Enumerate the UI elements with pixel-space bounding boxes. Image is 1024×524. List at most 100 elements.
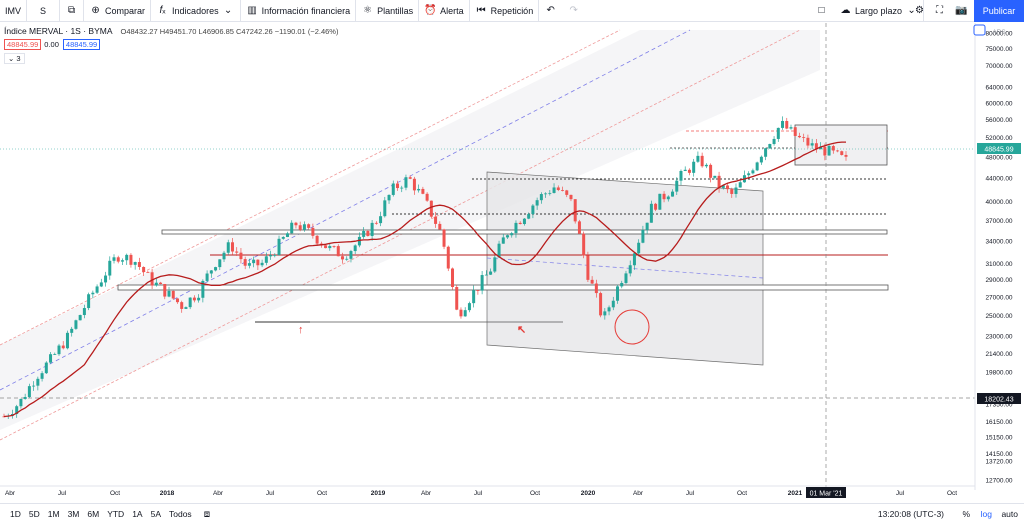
candle-down	[239, 252, 243, 260]
candle-up	[218, 259, 222, 268]
auto-toggle[interactable]: auto	[1001, 509, 1018, 519]
compare-button[interactable]: ⊕ Comparar	[84, 0, 152, 22]
timeframe-button[interactable]: 5D	[28, 509, 40, 519]
candle-up	[637, 242, 641, 254]
price-tick-label: 64000.00	[985, 85, 1012, 92]
candle-down	[785, 120, 789, 129]
timeframe-button[interactable]: 5A	[150, 509, 161, 519]
symbol-label: IMV	[5, 5, 22, 16]
candle-down	[395, 183, 399, 189]
candle-up	[125, 254, 129, 261]
candle-up	[19, 398, 23, 407]
candle-up	[391, 183, 395, 195]
timeframe-button[interactable]: 6M	[87, 509, 100, 519]
candle-down	[709, 164, 713, 178]
candle-down	[2, 416, 6, 418]
candle-up	[379, 216, 383, 224]
candle-down	[700, 155, 704, 167]
timeframe-list: 1D 5D 1M 3M 6M YTD 1A 5A Todos	[0, 509, 196, 519]
alert-button[interactable]: ⏰ Alerta	[419, 0, 470, 22]
add-marker-button[interactable]	[973, 24, 986, 36]
layout-square-button[interactable]: □	[810, 0, 833, 22]
candle-down	[421, 188, 425, 194]
candle-up	[65, 332, 69, 349]
candle-up	[759, 156, 763, 163]
timeframe-button[interactable]: 3M	[67, 509, 80, 519]
candle-up	[133, 262, 137, 265]
candle-up	[484, 274, 488, 276]
candle-up	[552, 187, 556, 193]
settings-button[interactable]: ⚙	[908, 0, 931, 22]
candle-up	[493, 257, 497, 272]
candle-down	[434, 216, 438, 224]
candle-up	[78, 315, 82, 321]
fullscreen-button[interactable]: ⛶	[928, 0, 951, 22]
compare-label: Comparar	[105, 5, 146, 16]
timeframe-button[interactable]: YTD	[107, 509, 125, 519]
price-tick-label: 14150.00	[985, 451, 1012, 458]
candle-down	[823, 146, 827, 156]
candle-up	[49, 354, 53, 363]
candle-up	[607, 307, 611, 312]
templates-button[interactable]: ⚛ Plantillas	[356, 0, 420, 22]
price-tick-label: 44000.00	[985, 176, 1012, 183]
currency-label: ARS	[992, 29, 1006, 36]
cloud-icon: ☁	[840, 5, 851, 16]
channel-line-mid	[0, 29, 691, 391]
calendar-icon[interactable]: ⧈	[203, 508, 211, 520]
candle-down	[116, 257, 120, 262]
candle-up	[87, 294, 91, 309]
ask-box[interactable]: 48845.99	[62, 39, 101, 50]
publish-button[interactable]: Publicar	[974, 0, 1024, 22]
candle-up	[522, 218, 526, 225]
chart-type-button[interactable]: ⧉	[60, 0, 85, 22]
time-tick-label: Jul	[474, 490, 483, 497]
candle-down	[336, 246, 340, 257]
undo-button[interactable]: ↶	[539, 0, 562, 22]
candle-down	[569, 194, 573, 200]
candle-up	[260, 262, 264, 266]
redo-icon: ↷	[569, 5, 578, 16]
study-toggle[interactable]: ⌄ 3	[4, 53, 25, 64]
price-tick-label: 37000.00	[985, 218, 1012, 225]
timeframe-button[interactable]: 1D	[10, 509, 21, 519]
chevron-down-icon: ⌄	[223, 5, 233, 16]
bid-box[interactable]: 48845.99	[4, 39, 42, 50]
candle-up	[624, 273, 628, 283]
candle-down	[561, 189, 565, 191]
candle-down	[582, 233, 586, 256]
indicators-label: Indicadores	[172, 5, 219, 16]
symbol-search[interactable]: IMV	[0, 0, 28, 22]
candle-up	[738, 182, 742, 188]
layout-selector[interactable]: ☁ Largo plazo ⌄	[834, 0, 925, 22]
time-tick-label: Oct	[317, 490, 327, 497]
candle-up	[683, 169, 687, 171]
candle-down	[425, 193, 429, 201]
candle-up	[531, 205, 535, 215]
time-axis[interactable]: Abr Jul Oct 2018 Abr Jul Oct 2019 Abr Jul Oct 2020 A…	[5, 490, 957, 497]
time-tick-label: 2019	[371, 490, 386, 497]
log-toggle[interactable]: log	[980, 509, 992, 519]
candle-up	[755, 162, 759, 171]
time-tick-label: 2018	[160, 490, 175, 497]
interval-selector[interactable]: S	[27, 0, 61, 22]
candle-up	[269, 255, 273, 257]
candle-up	[44, 362, 48, 374]
percent-toggle[interactable]: %	[962, 509, 970, 519]
candle-up	[463, 310, 467, 317]
indicators-button[interactable]: fₓ Indicadores ⌄	[151, 0, 241, 22]
candle-up	[510, 233, 514, 236]
candle-up	[764, 148, 768, 157]
timeframe-button[interactable]: 1M	[47, 509, 60, 519]
candle-up	[632, 253, 636, 266]
timeframe-button[interactable]: 1A	[132, 509, 143, 519]
snapshot-button[interactable]: 📷	[950, 0, 973, 22]
timeframe-button[interactable]: Todos	[169, 509, 192, 519]
candle-up	[184, 307, 188, 309]
redo-button[interactable]: ↷	[562, 0, 585, 22]
crosshair-date-tag	[806, 487, 846, 498]
replay-button[interactable]: ⏮ Repetición	[470, 0, 540, 22]
financials-button[interactable]: ▥ Información financiera	[241, 0, 357, 22]
